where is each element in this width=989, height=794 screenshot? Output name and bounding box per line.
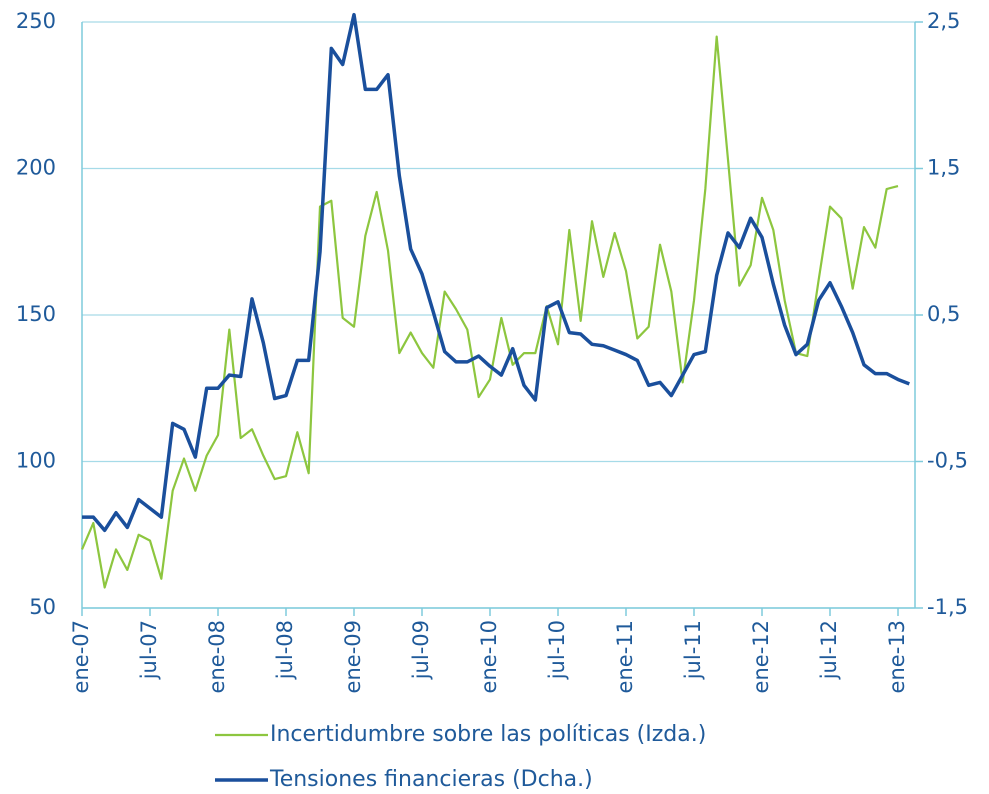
- y-tick-label: 250: [16, 9, 56, 33]
- x-tick-label: ene-12: [749, 620, 773, 693]
- y-tick-label: 200: [16, 156, 56, 180]
- y-tick-label: 100: [16, 449, 56, 473]
- legend-label: Tensiones financieras (Dcha.): [269, 767, 593, 792]
- y2-tick-label: -1,5: [927, 595, 968, 619]
- x-tick-label: ene-09: [341, 620, 365, 693]
- x-tick-label: ene-07: [69, 620, 93, 693]
- legend-label: Incertidumbre sobre las políticas (Izda.…: [270, 722, 706, 747]
- x-tick-label: jul-11: [681, 620, 705, 680]
- x-tick-label: ene-08: [205, 620, 229, 693]
- x-tick-label: jul-07: [137, 620, 161, 680]
- y2-tick-label: 2,5: [927, 9, 960, 33]
- series-line: [80, 35, 899, 589]
- x-tick-label: jul-10: [545, 620, 569, 680]
- y-tick-label: 150: [16, 302, 56, 326]
- x-tick-label: ene-10: [477, 620, 501, 693]
- x-tick-label: jul-08: [273, 620, 297, 680]
- x-tick-label: jul-12: [817, 620, 841, 680]
- y2-tick-label: -0,5: [927, 449, 968, 473]
- y2-tick-label: 1,5: [927, 156, 960, 180]
- series-line: [82, 12, 910, 533]
- y-tick-label: 50: [29, 595, 56, 619]
- x-tick-label: ene-13: [885, 620, 909, 693]
- y2-tick-label: 0,5: [927, 302, 960, 326]
- x-tick-label: jul-09: [409, 620, 433, 680]
- x-tick-label: ene-11: [613, 620, 637, 693]
